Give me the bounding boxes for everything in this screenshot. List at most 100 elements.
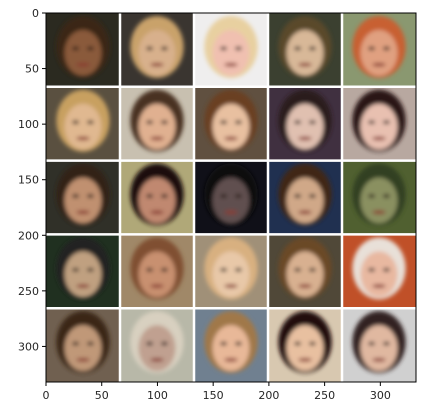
face-tile	[194, 308, 268, 382]
grid-separators	[46, 13, 416, 382]
mouth-shape	[372, 136, 386, 141]
eye-shape	[72, 267, 79, 272]
mouth-shape	[372, 210, 386, 215]
eye-shape	[146, 341, 153, 346]
eye-shape	[383, 46, 390, 51]
face-shape	[138, 177, 176, 224]
eye-shape	[161, 46, 168, 51]
eye-shape	[309, 341, 316, 346]
face-tile	[120, 160, 194, 235]
face-tile	[194, 86, 268, 161]
eye-shape	[72, 46, 79, 51]
eye-shape	[220, 341, 227, 346]
face-shape	[138, 103, 176, 150]
y-tick-label: 200	[18, 229, 39, 242]
eye-shape	[368, 267, 375, 272]
mouth-shape	[224, 136, 238, 141]
y-tick-label: 300	[18, 340, 39, 353]
face-shape	[212, 29, 250, 76]
x-tick-label: 150	[203, 389, 224, 402]
mouth-shape	[224, 210, 238, 215]
mouth-shape	[150, 136, 164, 141]
face-shape	[360, 325, 398, 371]
mouth-shape	[298, 284, 312, 288]
face-tile	[342, 234, 416, 309]
eye-shape	[146, 120, 153, 125]
face-shape	[212, 251, 250, 298]
face-tile	[120, 13, 194, 87]
face-shape	[286, 103, 324, 150]
y-tick-label: 50	[25, 63, 39, 76]
eye-shape	[309, 46, 316, 51]
mouth-shape	[298, 62, 312, 67]
eye-shape	[220, 46, 227, 51]
face-tile	[342, 160, 416, 235]
face-shape	[64, 325, 102, 371]
eye-shape	[368, 46, 375, 51]
mouth-shape	[76, 358, 90, 362]
face-shape	[286, 251, 324, 298]
face-tile	[46, 86, 120, 161]
eye-shape	[235, 341, 242, 346]
mouth-shape	[224, 358, 238, 362]
eye-shape	[235, 120, 242, 125]
y-tick-label: 250	[18, 285, 39, 298]
y-tick-label: 0	[32, 7, 39, 20]
mouth-shape	[150, 62, 164, 67]
mouth-shape	[298, 136, 312, 141]
eye-shape	[220, 120, 227, 125]
mouth-shape	[150, 358, 164, 362]
eye-shape	[161, 341, 168, 346]
eye-shape	[368, 120, 375, 125]
y-axis-ticks: 0 50 100 150 200 250 300	[18, 7, 46, 353]
eye-shape	[146, 267, 153, 272]
x-tick-label: 0	[43, 389, 50, 402]
face-shape	[360, 103, 398, 150]
face-tile	[46, 234, 120, 309]
x-tick-label: 100	[147, 389, 168, 402]
mouth-shape	[224, 62, 238, 67]
mouth-shape	[298, 210, 312, 215]
face-tile	[194, 160, 268, 235]
face-tile	[120, 234, 194, 309]
eye-shape	[161, 194, 168, 198]
mouth-shape	[76, 136, 90, 141]
face-shape	[64, 177, 102, 224]
eye-shape	[309, 194, 316, 198]
face-tile	[268, 308, 342, 382]
eye-shape	[294, 267, 301, 272]
face-shape	[138, 251, 176, 298]
eye-shape	[309, 120, 316, 125]
eye-shape	[294, 194, 301, 198]
face-shape	[286, 325, 324, 371]
face-shape	[212, 325, 250, 371]
eye-shape	[235, 194, 242, 198]
face-tile	[342, 13, 416, 87]
eye-shape	[87, 267, 94, 272]
eye-shape	[72, 341, 79, 346]
mouth-shape	[150, 284, 164, 288]
mouth-shape	[150, 210, 164, 215]
eye-shape	[294, 46, 301, 51]
eye-shape	[72, 194, 79, 198]
x-axis-ticks: 0 50 100 150 200 250 300	[43, 382, 391, 402]
x-tick-label: 200	[258, 389, 279, 402]
eye-shape	[161, 120, 168, 125]
mouth-shape	[224, 284, 238, 288]
face-tile	[268, 86, 342, 161]
face-shape	[64, 29, 102, 76]
face-tile	[342, 86, 416, 161]
eye-shape	[294, 120, 301, 125]
face-tile	[268, 234, 342, 309]
eye-shape	[235, 46, 242, 51]
mouth-shape	[372, 358, 386, 362]
face-shape	[64, 103, 102, 150]
face-shape	[360, 251, 398, 298]
mouth-shape	[76, 210, 90, 215]
x-tick-label: 300	[370, 389, 391, 402]
x-tick-label: 250	[314, 389, 335, 402]
eye-shape	[87, 46, 94, 51]
face-shape	[138, 29, 176, 76]
eye-shape	[235, 267, 242, 272]
